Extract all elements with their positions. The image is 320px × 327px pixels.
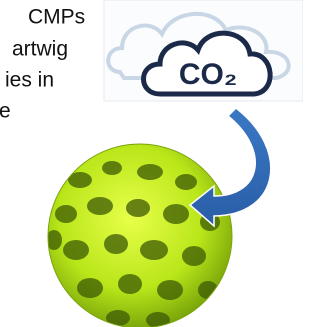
page: {"text_lines": ["CMPs", "artwig", "ies i… (0, 0, 303, 327)
cloud-label: CO₂ (179, 58, 237, 91)
cloud-panel: CO₂ (104, 0, 303, 101)
text-line: CMPs (28, 6, 85, 29)
text-line: ies in (5, 69, 54, 92)
text-line: e (0, 100, 11, 123)
graphic: CMPs artwig ies in e CO₂ (0, 0, 303, 327)
arrow (190, 108, 271, 226)
text-line: artwig (12, 38, 68, 61)
